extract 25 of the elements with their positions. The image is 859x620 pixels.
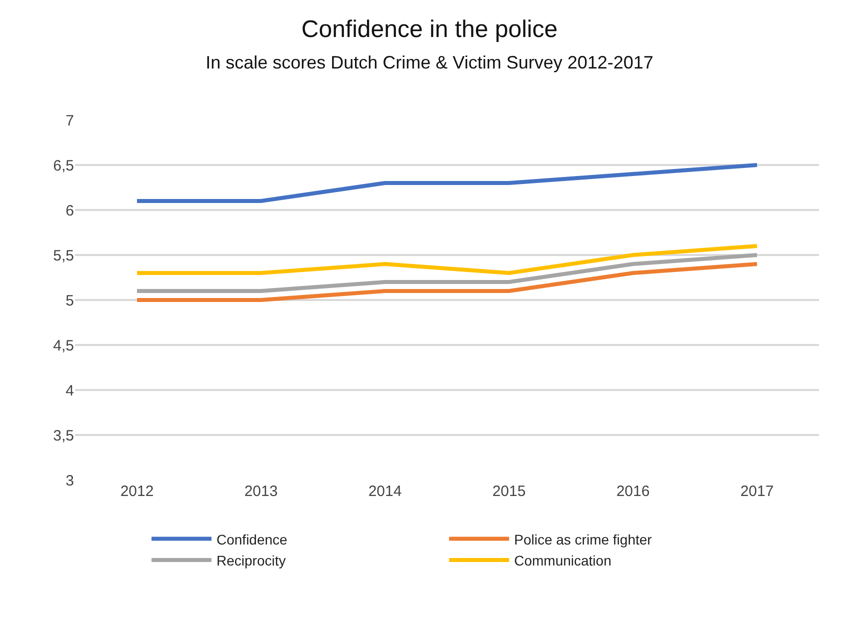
chart-title: Confidence in the police xyxy=(301,16,558,44)
y-tick-label: 6,5 xyxy=(53,157,74,174)
line-series xyxy=(135,262,759,302)
legend-label: Confidence xyxy=(216,531,288,548)
line-series xyxy=(135,163,759,203)
y-tick-label: 5,5 xyxy=(53,247,74,264)
x-tick-label: 2016 xyxy=(616,483,650,500)
legend-label: Police as crime fighter xyxy=(514,531,652,548)
x-tick-label: 2017 xyxy=(740,483,774,500)
x-tick-label: 2012 xyxy=(120,483,154,500)
y-tick-label: 6 xyxy=(66,202,74,220)
y-tick-label: 7 xyxy=(66,112,74,130)
y-tick-label: 4 xyxy=(66,382,74,400)
y-tick-label: 4,5 xyxy=(53,337,74,354)
chart-subtitle: In scale scores Dutch Crime & Victim Survey 2012-2017 xyxy=(206,52,654,72)
line-series xyxy=(135,244,759,275)
x-tick-label: 2014 xyxy=(368,483,402,500)
x-tick-label: 2013 xyxy=(244,483,278,500)
x-tick-label: 2015 xyxy=(492,483,526,500)
y-tick-label: 3,5 xyxy=(53,427,74,444)
line-series xyxy=(135,253,759,293)
legend-label: Communication xyxy=(514,552,612,568)
legend-label: Reciprocity xyxy=(216,552,286,568)
y-tick-label: 5 xyxy=(66,292,74,310)
y-tick-label: 3 xyxy=(66,472,74,490)
